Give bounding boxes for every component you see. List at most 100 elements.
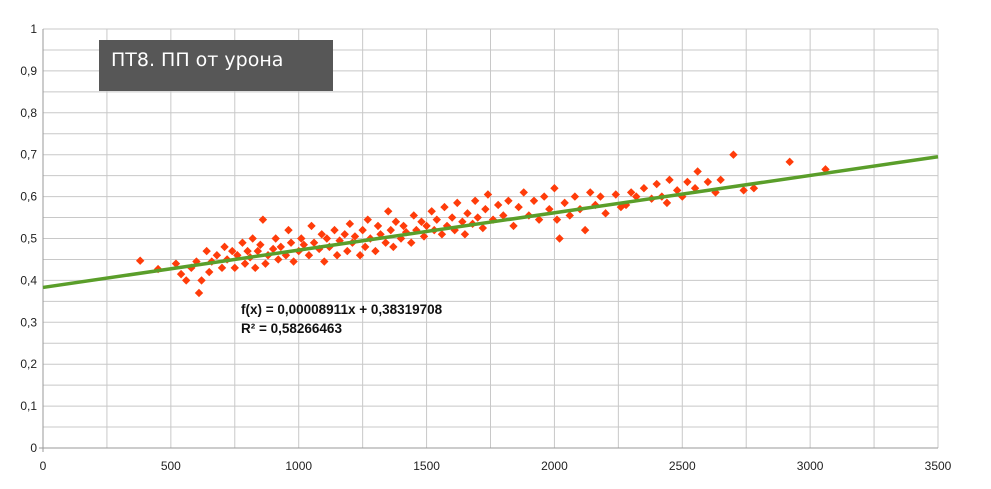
data-point [409, 211, 418, 220]
data-point [493, 200, 503, 210]
data-point [550, 184, 559, 193]
data-point [483, 190, 493, 199]
data-point [345, 219, 355, 229]
data-point [652, 179, 661, 189]
data-point [611, 190, 620, 199]
data-point [317, 230, 326, 239]
data-point [417, 217, 426, 226]
data-point [197, 276, 206, 285]
data-point [289, 257, 298, 266]
data-point [632, 192, 641, 201]
data-point [240, 259, 250, 268]
data-point [176, 269, 186, 279]
data-point [261, 259, 270, 268]
data-point [340, 230, 349, 239]
data-point [478, 223, 488, 233]
data-point [401, 228, 411, 237]
data-point [460, 230, 470, 239]
data-point [212, 251, 222, 260]
data-point [540, 192, 549, 201]
data-point [665, 175, 674, 185]
data-point [243, 246, 252, 256]
data-point [519, 188, 528, 197]
data-point [545, 204, 554, 214]
data-point [251, 263, 260, 273]
data-point [373, 221, 383, 231]
data-point [284, 225, 293, 235]
data-point [678, 192, 687, 201]
data-point [384, 207, 393, 216]
data-point [271, 234, 280, 243]
data-point [286, 238, 296, 247]
x-axis-ticks: 0 500 1000 1500 2000 2500 3000 3500 [40, 459, 952, 473]
data-point [205, 267, 214, 277]
data-point [499, 211, 508, 220]
x-tick-label: 3000 [797, 459, 824, 473]
x-tick-label: 1500 [413, 459, 440, 473]
x-tick-label: 2000 [541, 459, 568, 473]
r-squared-label: R² = 0,58266463 [241, 321, 342, 336]
y-tick-label: 1 [30, 22, 37, 36]
data-point [299, 240, 309, 249]
data-point [256, 240, 265, 249]
y-tick-label: 0,5 [20, 232, 37, 246]
data-point [463, 209, 472, 218]
data-point [228, 246, 237, 256]
data-point [361, 242, 370, 252]
data-point [703, 177, 713, 187]
data-point [570, 192, 580, 201]
data-point [437, 230, 447, 239]
data-point [473, 213, 482, 222]
data-point [253, 246, 262, 256]
data-point [432, 215, 441, 224]
data-point [683, 177, 692, 187]
data-point [230, 263, 239, 273]
data-point [202, 246, 211, 256]
y-tick-label: 0,4 [20, 273, 37, 287]
data-point [749, 184, 759, 193]
data-point [555, 234, 564, 243]
trendline-equation: f(x) = 0,00008911x + 0,38319708 [241, 302, 443, 317]
data-point [220, 242, 229, 252]
data-point [626, 188, 636, 197]
data-point [304, 251, 314, 260]
data-point [529, 196, 539, 205]
data-point [274, 255, 283, 264]
data-point [389, 242, 398, 252]
data-point [332, 251, 342, 260]
data-point [268, 244, 278, 254]
data-point [481, 204, 490, 214]
data-point [586, 188, 595, 197]
y-tick-label: 0,8 [20, 106, 37, 120]
data-point [358, 225, 367, 235]
y-tick-label: 0,6 [20, 190, 37, 204]
data-point [376, 230, 385, 239]
data-point [217, 263, 227, 273]
grid-lines [42, 28, 939, 449]
data-point [560, 198, 569, 208]
data-point [729, 150, 738, 159]
data-point [453, 198, 462, 208]
data-point [514, 202, 523, 212]
data-point [276, 242, 286, 252]
data-point [330, 225, 339, 235]
data-point [504, 196, 513, 205]
data-point [422, 221, 431, 231]
data-point [601, 209, 610, 218]
data-point [458, 217, 467, 226]
trendline [42, 155, 939, 290]
data-point [322, 234, 332, 243]
data-point [194, 288, 204, 298]
x-tick-label: 3500 [925, 459, 952, 473]
data-point [171, 259, 181, 268]
data-point [248, 234, 257, 243]
data-point [716, 175, 725, 185]
x-tick-label: 2500 [669, 459, 696, 473]
x-tick-label: 0 [40, 459, 47, 473]
data-point [596, 192, 605, 201]
data-point [309, 238, 319, 247]
chart-title: ПТ8. ПП от урона [99, 40, 333, 91]
data-point [135, 256, 145, 265]
y-tick-label: 0,2 [20, 357, 37, 371]
